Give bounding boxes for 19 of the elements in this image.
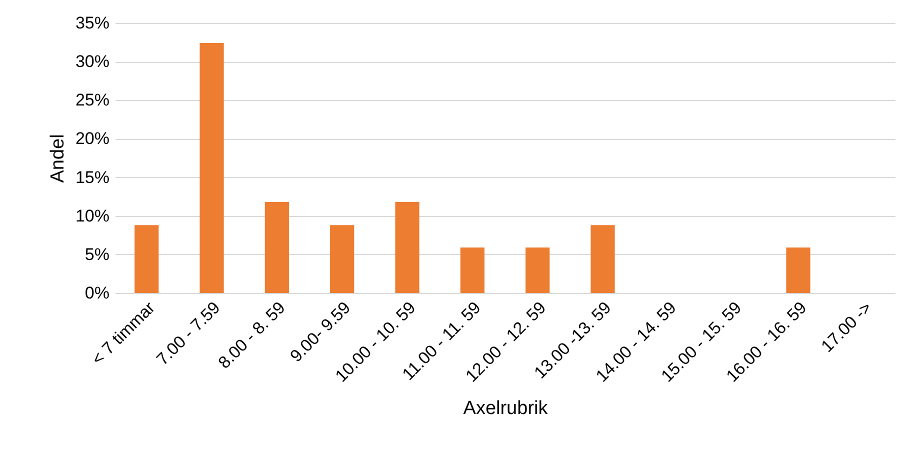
y-tick-label: 35% bbox=[75, 14, 110, 32]
y-tick-label: 25% bbox=[75, 90, 110, 110]
bar bbox=[330, 225, 354, 293]
y-tick-label: 20% bbox=[75, 129, 110, 148]
y-tick-label: 10% bbox=[75, 206, 110, 226]
bar bbox=[526, 247, 550, 293]
bar bbox=[395, 202, 420, 293]
bar bbox=[264, 202, 289, 293]
x-axis-title: Axelrubrik bbox=[463, 398, 548, 419]
bar bbox=[200, 43, 224, 293]
y-tick-label: 30% bbox=[75, 52, 110, 72]
bar bbox=[786, 247, 810, 293]
y-tick-label: 15% bbox=[75, 168, 110, 187]
bar bbox=[134, 225, 159, 293]
bar bbox=[460, 247, 484, 293]
bar bbox=[590, 225, 615, 293]
y-tick-label: 5% bbox=[84, 244, 110, 264]
y-tick-label: 0% bbox=[84, 284, 110, 302]
y-axis-title: Andel bbox=[47, 134, 68, 183]
